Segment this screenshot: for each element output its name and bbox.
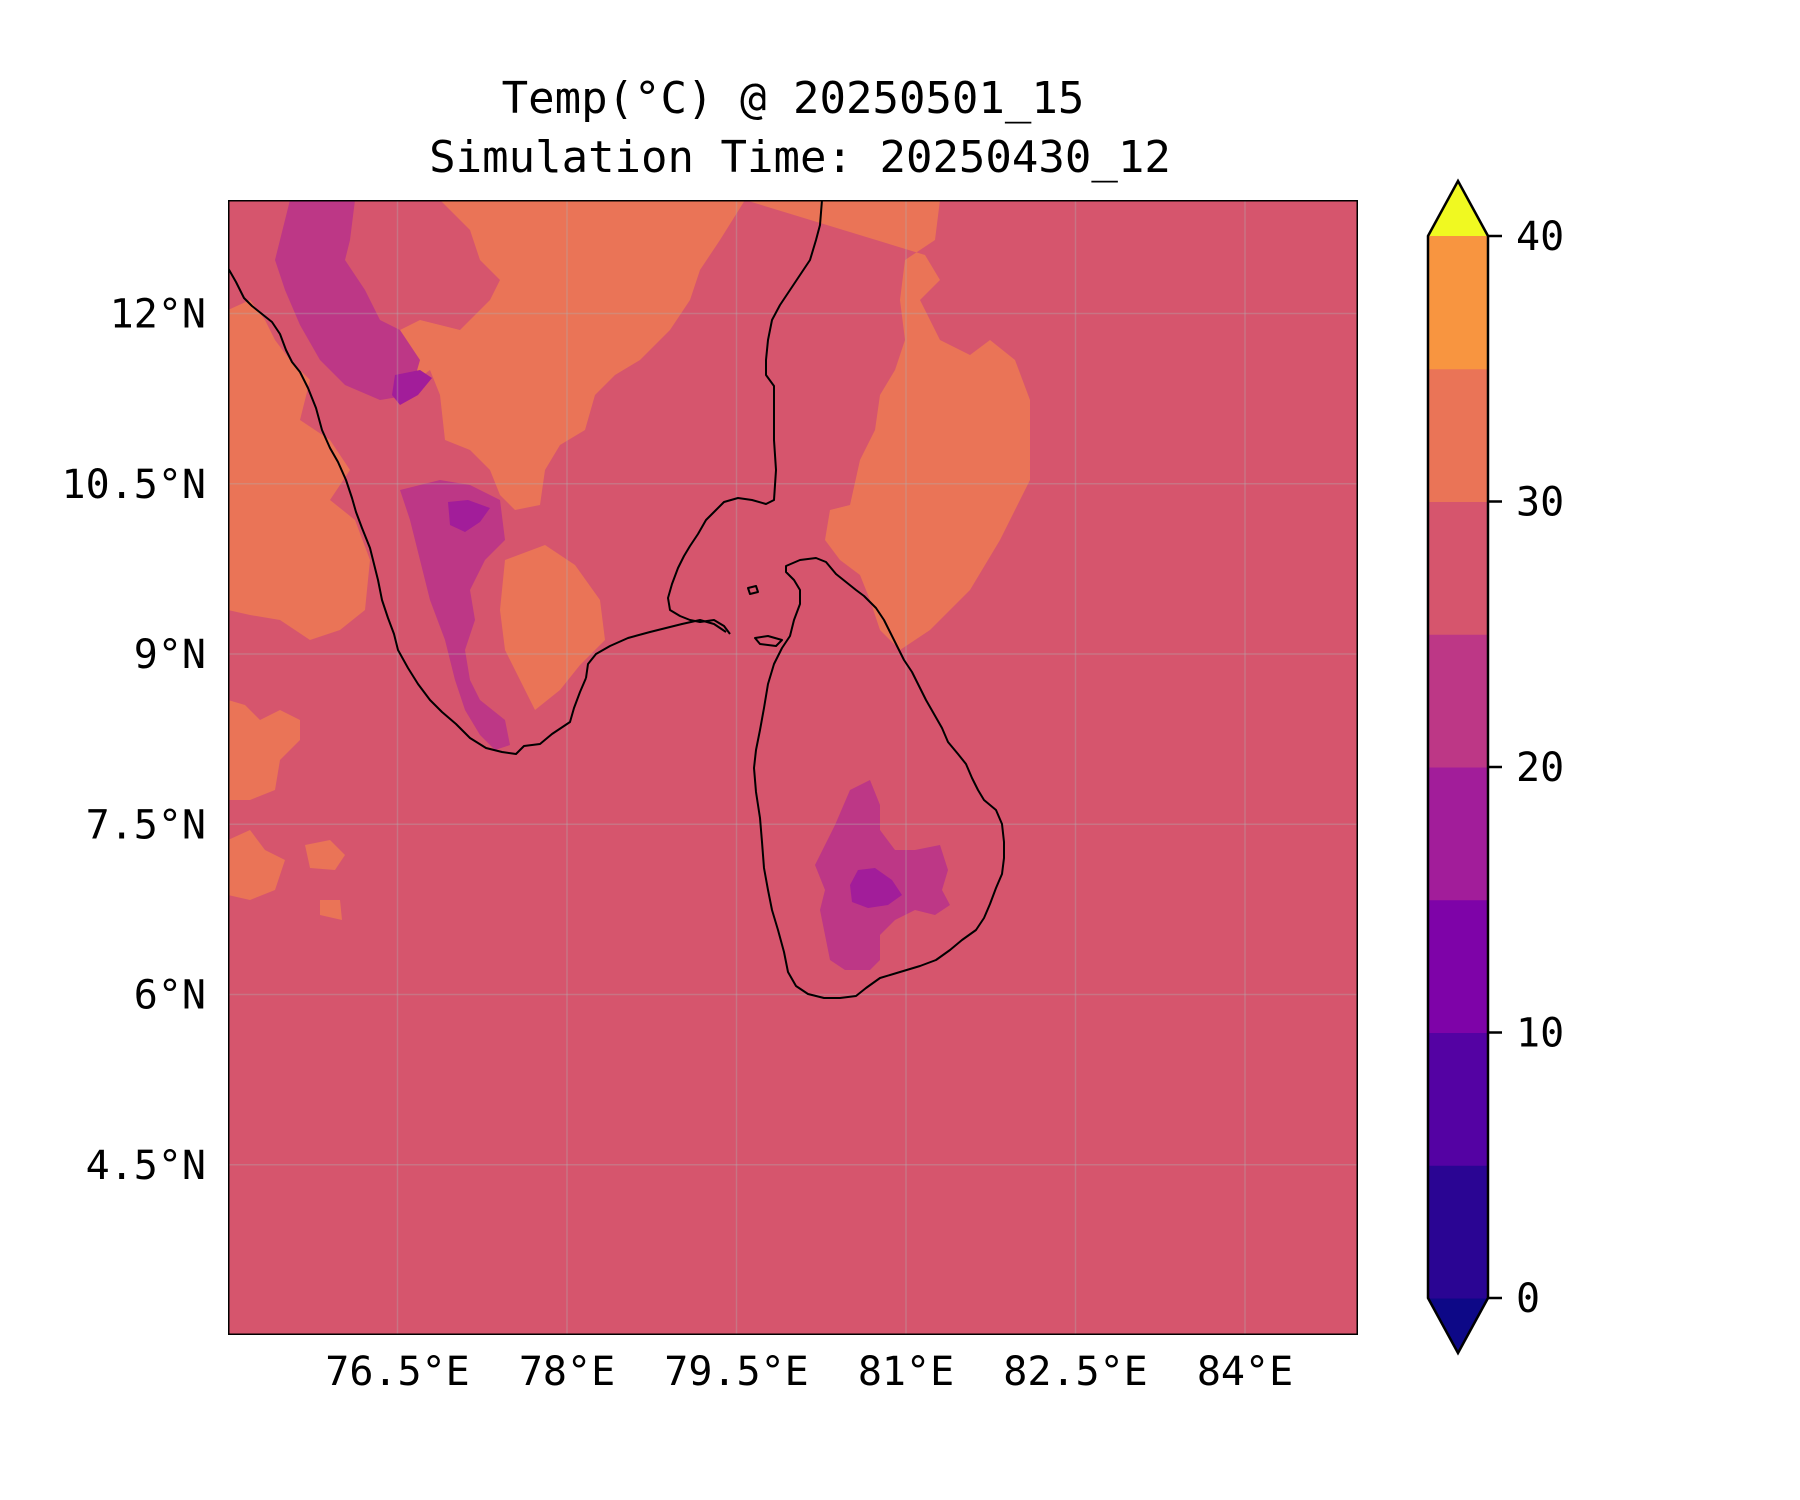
lat-tick-label: 7.5°N [86,802,206,848]
lat-tick-label: 12°N [110,292,206,338]
lat-tick-label: 6°N [134,973,206,1019]
arabian-sea-warm-spot-c [320,900,342,920]
colorbar-tick-label: 0 [1516,1276,1540,1322]
map-gridlines [228,200,1358,1335]
colorbar-tick-label: 40 [1516,214,1564,260]
colorbar-segment [1428,501,1488,635]
western-ghats-cool-south [400,480,510,750]
plot-title: Temp(°C) @ 20250501_15 [502,73,1085,124]
india-east-coast [667,200,823,635]
arabian-sea-warm-spot-a [228,830,285,900]
lat-tick-label: 4.5°N [86,1143,206,1189]
colorbar-segment [1428,368,1488,502]
temp-band-30-35 [228,200,1030,920]
india-west-coast [228,267,587,755]
colorbar-segment [1428,899,1488,1033]
colorbar-tick-label: 30 [1516,480,1564,526]
colorbar-segment [1428,1165,1488,1299]
colorbar-tick-label: 10 [1516,1011,1564,1057]
colorbar-segment [1428,236,1488,370]
colorbar-segment [1428,634,1488,768]
sri-lanka-coast [753,557,1005,999]
lon-tick-label: 76.5°E [325,1349,470,1395]
temp-band-15-20 [392,370,902,908]
coastlines [228,200,1005,999]
lon-tick-label: 81°E [858,1349,954,1395]
western-ghats-cool-north [275,200,420,400]
lat-tick-label: 10.5°N [62,462,207,508]
palani-peak-region [448,500,490,532]
colorbar [1426,178,1490,1356]
colorbar-tick-labels: 0 10 20 30 40 [1488,214,1564,1322]
lon-tick-label: 84°E [1197,1349,1293,1395]
jaffna-islet [747,585,759,595]
arabian-sea-warm-north [228,300,370,640]
mannar-island [754,635,783,647]
longitude-tick-labels: 76.5°E 78°E 79.5°E 81°E 82.5°E 84°E [325,1349,1293,1395]
lon-tick-label: 82.5°E [1003,1349,1148,1395]
colorbar-segment [1428,767,1488,901]
colorbar-extend-max [1428,181,1488,236]
latitude-tick-labels: 12°N 10.5°N 9°N 7.5°N 6°N 4.5°N [62,292,207,1189]
east-coast-warm-strip [745,200,1030,650]
sri-lanka-peak-region [850,868,902,908]
colorbar-tick-label: 20 [1516,745,1564,791]
arabian-sea-warm-south [228,700,300,800]
colorbar-extend-min [1428,1298,1488,1353]
map-panel [228,200,1358,1335]
lon-tick-label: 78°E [519,1349,615,1395]
lat-tick-label: 9°N [134,632,206,678]
plot-subtitle: Simulation Time: 20250430_12 [429,132,1171,183]
lon-tick-label: 79.5°E [664,1349,809,1395]
tamil-nadu-interior-warm [500,545,605,710]
colorbar-segment [1428,1032,1488,1166]
nilgiri-peak-region [392,370,432,405]
arabian-sea-warm-spot-b [305,840,345,870]
tamil-nadu-warm-region [370,200,745,510]
